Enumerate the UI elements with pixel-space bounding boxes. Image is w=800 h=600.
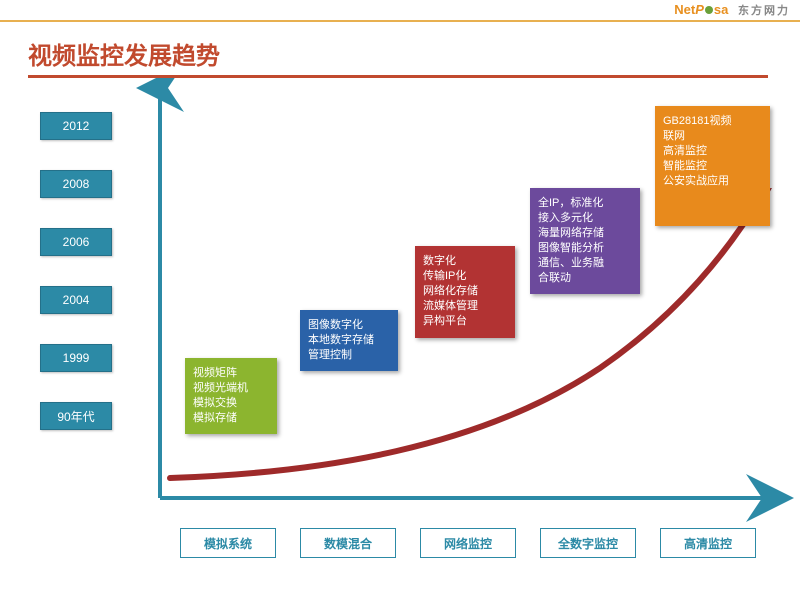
x-category-模拟系统: 模拟系统 bbox=[180, 528, 276, 558]
stage-box-line: 模拟存储 bbox=[193, 411, 269, 426]
stage-box-0: 视频矩阵视频光端机模拟交换模拟存储 bbox=[185, 358, 277, 434]
stage-box-line: 接入多元化 bbox=[538, 211, 632, 226]
stage-box-line: 海量网络存储 bbox=[538, 226, 632, 241]
stage-box-line: 高清监控 bbox=[663, 144, 762, 159]
page-title: 视频监控发展趋势 bbox=[28, 36, 800, 71]
stage-box-line: 数字化 bbox=[423, 254, 507, 269]
x-category-高清监控: 高清监控 bbox=[660, 528, 756, 558]
year-label-2006: 2006 bbox=[40, 228, 112, 256]
x-category-数模混合: 数模混合 bbox=[300, 528, 396, 558]
stage-box-1: 图像数字化本地数字存储管理控制 bbox=[300, 310, 398, 371]
year-label-2008: 2008 bbox=[40, 170, 112, 198]
x-category-全数字监控: 全数字监控 bbox=[540, 528, 636, 558]
stage-box-2: 数字化传输IP化网络化存储流媒体管理异构平台 bbox=[415, 246, 515, 338]
stage-box-line: 智能监控 bbox=[663, 159, 762, 174]
year-label-2012: 2012 bbox=[40, 112, 112, 140]
stage-box-line: 网络化存储 bbox=[423, 284, 507, 299]
stage-box-line: 图像数字化 bbox=[308, 318, 390, 333]
stage-box-line: 联网 bbox=[663, 129, 762, 144]
stage-box-line: 通信、业务融 bbox=[538, 256, 632, 271]
year-label-2004: 2004 bbox=[40, 286, 112, 314]
logo-sa: sa bbox=[714, 2, 728, 17]
header-bar: NetPsa 东方网力 bbox=[0, 0, 800, 22]
logo-dot-icon bbox=[704, 5, 714, 15]
stage-box-line: 异构平台 bbox=[423, 314, 507, 329]
stage-box-line: 管理控制 bbox=[308, 348, 390, 363]
stage-box-line: 本地数字存储 bbox=[308, 333, 390, 348]
stage-box-line: GB28181视频 bbox=[663, 114, 762, 129]
stage-box-line: 视频矩阵 bbox=[193, 366, 269, 381]
stage-box-3: 全IP，标准化接入多元化海量网络存储图像智能分析通信、业务融合联动 bbox=[530, 188, 640, 294]
logo-net: Net bbox=[674, 2, 695, 17]
stage-box-line: 全IP，标准化 bbox=[538, 196, 632, 211]
x-category-网络监控: 网络监控 bbox=[420, 528, 516, 558]
diagram-stage: 2012 2008 2006 2004 1999 90年代 模拟系统数模混合网络监控全数字… bbox=[0, 78, 800, 598]
logo: NetPsa 东方网力 bbox=[674, 2, 790, 18]
stage-box-line: 流媒体管理 bbox=[423, 299, 507, 314]
stage-box-4: GB28181视频联网高清监控智能监控公安实战应用 bbox=[655, 106, 770, 226]
stage-box-line: 图像智能分析 bbox=[538, 241, 632, 256]
stage-box-line: 视频光端机 bbox=[193, 381, 269, 396]
year-label-90年代: 90年代 bbox=[40, 402, 112, 430]
stage-box-line: 模拟交换 bbox=[193, 396, 269, 411]
logo-cn: 东方网力 bbox=[738, 5, 790, 17]
stage-box-line: 合联动 bbox=[538, 271, 632, 286]
logo-p: P bbox=[695, 2, 704, 17]
trend-curve bbox=[170, 198, 760, 478]
stage-box-line: 传输IP化 bbox=[423, 269, 507, 284]
stage-box-line: 公安实战应用 bbox=[663, 174, 762, 189]
year-label-1999: 1999 bbox=[40, 344, 112, 372]
